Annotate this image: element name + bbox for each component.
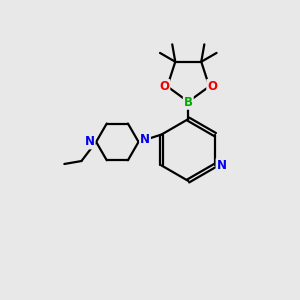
Text: O: O [159,80,169,93]
Text: N: N [140,133,150,146]
Text: O: O [207,80,217,93]
Text: N: N [85,135,95,148]
Text: N: N [217,159,226,172]
Text: B: B [184,96,193,109]
